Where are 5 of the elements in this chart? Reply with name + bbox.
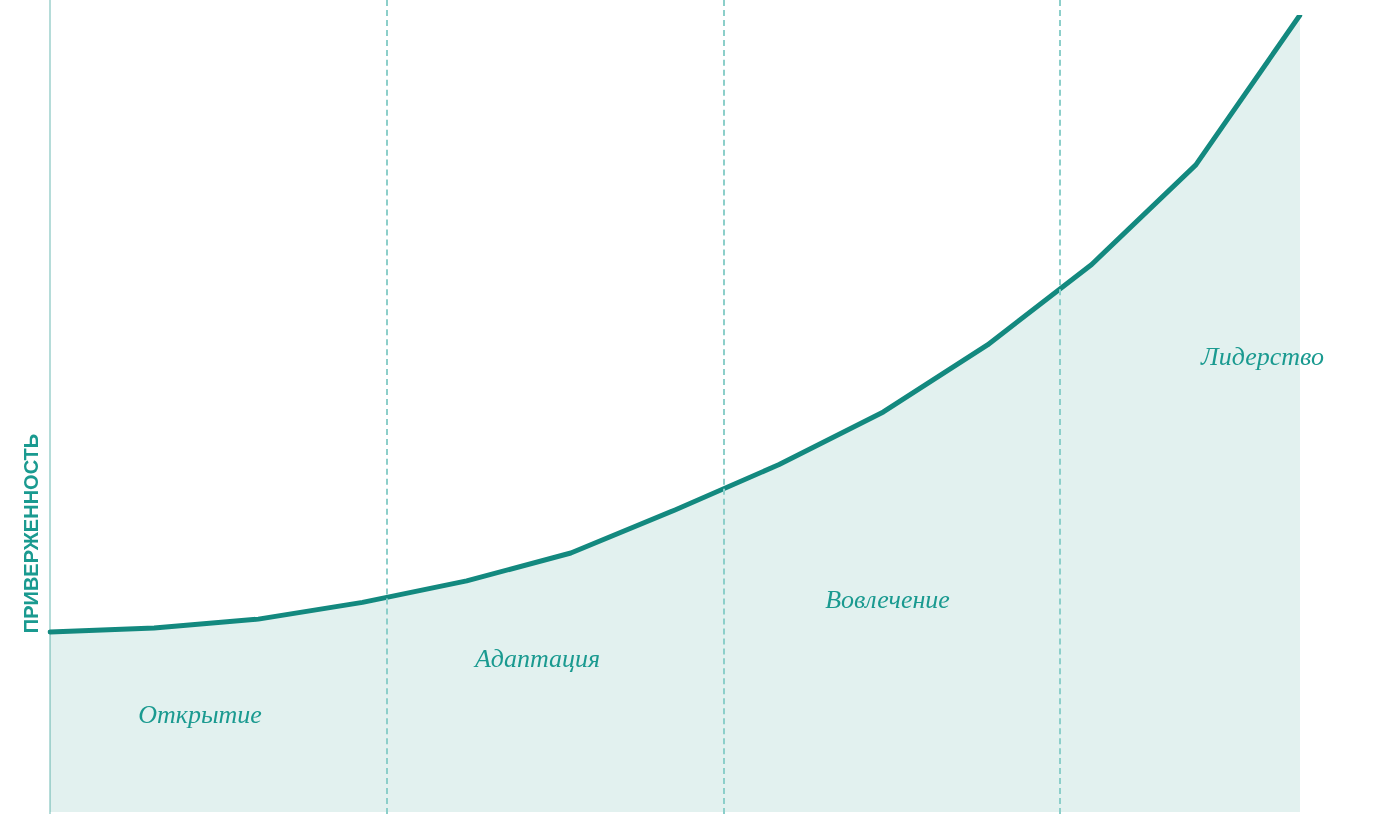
annotation: Лидерство — [1200, 341, 1324, 371]
annotation: Адаптация — [472, 644, 601, 674]
y-axis-title: ПРИВЕРЖЕННОСТЬ — [19, 433, 42, 634]
annotation: Открытие — [138, 700, 262, 730]
annotation: Вовлечение — [825, 584, 950, 614]
